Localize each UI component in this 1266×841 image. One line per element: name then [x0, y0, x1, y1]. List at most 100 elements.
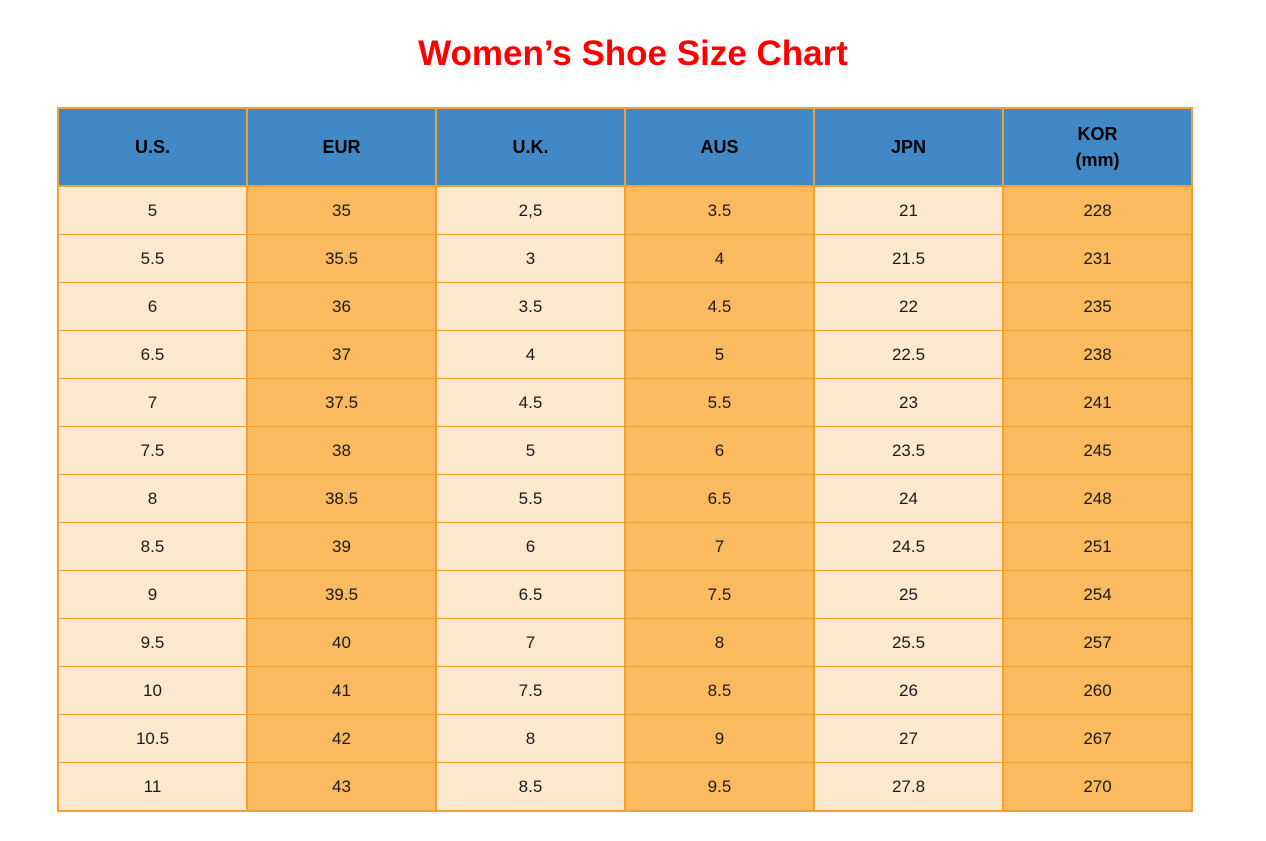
cell: 8	[624, 618, 815, 667]
cell: 5.5	[435, 474, 626, 523]
cell: 2,5	[435, 185, 626, 235]
column-header-u-s: U.S.	[57, 107, 248, 187]
cell: 5	[624, 330, 815, 379]
column-header-jpn: JPN	[813, 107, 1004, 187]
cell: 4.5	[624, 282, 815, 331]
cell: 39.5	[246, 570, 437, 619]
cell: 23.5	[813, 426, 1004, 475]
table-row: 6 36 3.5 4.5 22 235	[57, 282, 1193, 331]
cell: 37.5	[246, 378, 437, 427]
cell: 3.5	[435, 282, 626, 331]
cell: 3.5	[624, 185, 815, 235]
cell: 3	[435, 234, 626, 283]
cell: 22	[813, 282, 1004, 331]
cell: 6.5	[435, 570, 626, 619]
table-body: 5 35 2,5 3.5 21 228 5.5 35.5 3 4 21.5 231 6 36 3.5 4.5 2…	[57, 185, 1193, 812]
cell: 8	[435, 714, 626, 763]
column-header-aus: AUS	[624, 107, 815, 187]
cell: 248	[1002, 474, 1193, 523]
cell: 22.5	[813, 330, 1004, 379]
shoe-size-table: U.S. EUR U.K. AUS JPN KOR (mm) 5 35 2,5 3.5 21 228…	[57, 107, 1193, 812]
cell: 257	[1002, 618, 1193, 667]
cell: 27	[813, 714, 1004, 763]
cell: 38	[246, 426, 437, 475]
cell: 6	[57, 282, 248, 331]
page-title: Women’s Shoe Size Chart	[418, 34, 848, 73]
cell: 10.5	[57, 714, 248, 763]
cell: 7	[57, 378, 248, 427]
cell: 5	[57, 185, 248, 235]
cell: 228	[1002, 185, 1193, 235]
cell: 11	[57, 762, 248, 812]
cell: 36	[246, 282, 437, 331]
table-row: 7 37.5 4.5 5.5 23 241	[57, 378, 1193, 427]
cell: 9.5	[624, 762, 815, 812]
cell: 39	[246, 522, 437, 571]
column-header-eur: EUR	[246, 107, 437, 187]
table-row: 7.5 38 5 6 23.5 245	[57, 426, 1193, 475]
cell: 24.5	[813, 522, 1004, 571]
cell: 37	[246, 330, 437, 379]
cell: 42	[246, 714, 437, 763]
cell: 25.5	[813, 618, 1004, 667]
cell: 7.5	[435, 666, 626, 715]
cell: 6	[435, 522, 626, 571]
cell: 24	[813, 474, 1004, 523]
cell: 5	[435, 426, 626, 475]
table-row: 11 43 8.5 9.5 27.8 270	[57, 762, 1193, 812]
cell: 260	[1002, 666, 1193, 715]
cell: 8.5	[57, 522, 248, 571]
cell: 7.5	[57, 426, 248, 475]
cell: 8.5	[624, 666, 815, 715]
cell: 7	[624, 522, 815, 571]
cell: 5.5	[624, 378, 815, 427]
header-row: U.S. EUR U.K. AUS JPN KOR (mm)	[57, 107, 1193, 187]
table-row: 9 39.5 6.5 7.5 25 254	[57, 570, 1193, 619]
cell: 267	[1002, 714, 1193, 763]
cell: 245	[1002, 426, 1193, 475]
table-row: 6.5 37 4 5 22.5 238	[57, 330, 1193, 379]
cell: 8.5	[435, 762, 626, 812]
table-row: 10.5 42 8 9 27 267	[57, 714, 1193, 763]
table-row: 9.5 40 7 8 25.5 257	[57, 618, 1193, 667]
cell: 254	[1002, 570, 1193, 619]
table-header: U.S. EUR U.K. AUS JPN KOR (mm)	[57, 107, 1193, 187]
cell: 43	[246, 762, 437, 812]
cell: 6.5	[624, 474, 815, 523]
cell: 238	[1002, 330, 1193, 379]
cell: 6.5	[57, 330, 248, 379]
cell: 7	[435, 618, 626, 667]
cell: 235	[1002, 282, 1193, 331]
cell: 38.5	[246, 474, 437, 523]
cell: 8	[57, 474, 248, 523]
table-row: 10 41 7.5 8.5 26 260	[57, 666, 1193, 715]
column-header-u-k: U.K.	[435, 107, 626, 187]
cell: 5.5	[57, 234, 248, 283]
cell: 241	[1002, 378, 1193, 427]
cell: 6	[624, 426, 815, 475]
cell: 9.5	[57, 618, 248, 667]
cell: 35.5	[246, 234, 437, 283]
cell: 251	[1002, 522, 1193, 571]
cell: 26	[813, 666, 1004, 715]
cell: 4.5	[435, 378, 626, 427]
cell: 40	[246, 618, 437, 667]
cell: 4	[624, 234, 815, 283]
cell: 25	[813, 570, 1004, 619]
cell: 7.5	[624, 570, 815, 619]
cell: 10	[57, 666, 248, 715]
table-row: 5.5 35.5 3 4 21.5 231	[57, 234, 1193, 283]
cell: 231	[1002, 234, 1193, 283]
cell: 27.8	[813, 762, 1004, 812]
table-row: 8 38.5 5.5 6.5 24 248	[57, 474, 1193, 523]
cell: 9	[57, 570, 248, 619]
cell: 4	[435, 330, 626, 379]
table-row: 8.5 39 6 7 24.5 251	[57, 522, 1193, 571]
cell: 21	[813, 185, 1004, 235]
cell: 21.5	[813, 234, 1004, 283]
table-row: 5 35 2,5 3.5 21 228	[57, 185, 1193, 235]
cell: 41	[246, 666, 437, 715]
column-header-kor-mm: KOR (mm)	[1002, 107, 1193, 187]
cell: 35	[246, 185, 437, 235]
